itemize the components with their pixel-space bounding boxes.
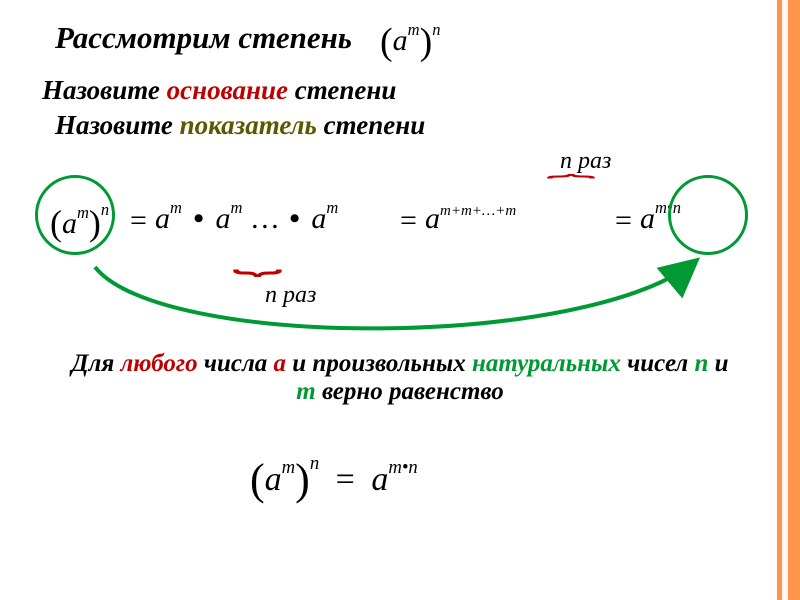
- highlight-base: основание: [167, 75, 288, 105]
- slide-title: Рассмотрим степень: [55, 20, 352, 56]
- circle-right: [668, 175, 748, 255]
- result-formula: (am)n = am•n: [250, 450, 418, 501]
- equation: (am)n = am • am … • am = am+m+…+m = am•n: [40, 190, 760, 270]
- brace-top-label: n раз: [560, 148, 611, 175]
- stripe-outer: [788, 0, 800, 600]
- title-formula: (am)n: [380, 16, 440, 60]
- prompt-base: Назовите основание степени: [42, 75, 396, 106]
- brace-bottom-icon: ⏟: [232, 237, 282, 275]
- highlight-exp: показатель: [180, 110, 317, 140]
- prompt-exponent: Назовите показатель степени: [55, 110, 425, 141]
- slide-frame: Рассмотрим степень (am)n Назовите основа…: [0, 0, 800, 600]
- brace-bottom-label: n раз: [265, 282, 316, 309]
- stripe-inner: [777, 0, 782, 600]
- stripe-inner-gap: [782, 0, 788, 600]
- conclusion-text: Для любого числа a и произвольных натура…: [60, 350, 740, 406]
